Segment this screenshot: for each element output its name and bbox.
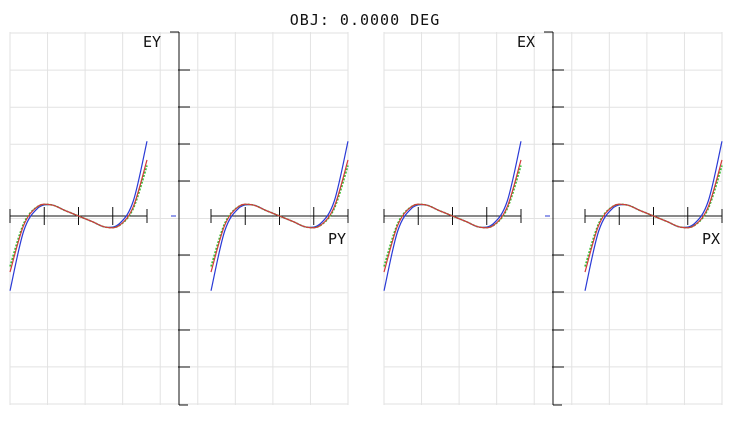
axis-label-ey: EY [143,33,161,51]
pupil-label-px: PX [702,230,720,248]
series-line-red [210,159,349,273]
panel-ey: EY PY [9,31,349,406]
axis-label-ex: EX [517,33,535,51]
series-line-red [584,159,723,273]
series-line-red [383,159,522,273]
panel-ex: EX PX [383,31,723,406]
curves-ex [383,141,723,291]
curves-ey [9,141,349,291]
series-line-red [9,159,148,273]
pupil-label-py: PY [328,230,346,248]
chart-title: OBJ: 0.0000 DEG [290,11,440,29]
